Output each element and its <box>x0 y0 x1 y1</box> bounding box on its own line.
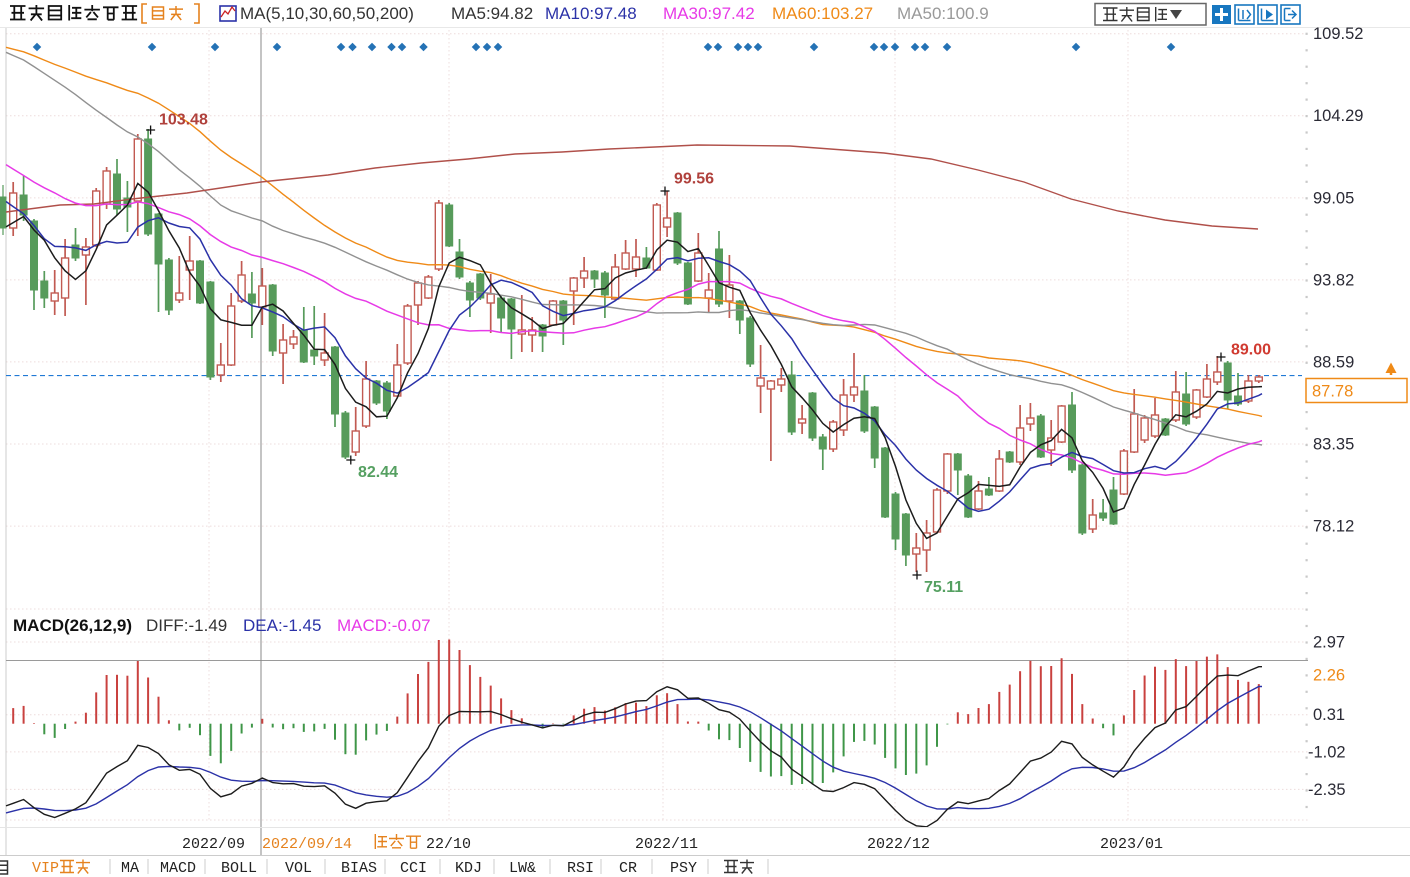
svg-text:CR: CR <box>619 860 637 877</box>
svg-text:89.00: 89.00 <box>1231 342 1271 359</box>
svg-text:KDJ: KDJ <box>455 860 482 877</box>
svg-text:93.82: 93.82 <box>1313 271 1354 289</box>
svg-text:VIP: VIP <box>32 860 59 877</box>
svg-text:RSI: RSI <box>567 860 594 877</box>
svg-text:MA10:97.48: MA10:97.48 <box>545 4 637 23</box>
svg-text:99.05: 99.05 <box>1313 189 1354 207</box>
svg-text:2023/01: 2023/01 <box>1100 836 1163 853</box>
svg-text:MA50:100.9: MA50:100.9 <box>897 4 989 23</box>
svg-text:82.44: 82.44 <box>358 464 398 481</box>
svg-text:BOLL: BOLL <box>221 860 257 877</box>
svg-text:2022/09: 2022/09 <box>182 836 245 853</box>
svg-text:LW&: LW& <box>509 860 536 877</box>
svg-text:MA(5,10,30,60,50,200): MA(5,10,30,60,50,200) <box>240 4 414 23</box>
svg-text:MA30:97.42: MA30:97.42 <box>663 4 755 23</box>
svg-text:MACD:-0.07: MACD:-0.07 <box>337 616 431 635</box>
svg-text:75.11: 75.11 <box>924 579 963 596</box>
svg-text:78.12: 78.12 <box>1313 518 1354 536</box>
svg-text:103.48: 103.48 <box>159 112 208 129</box>
svg-text:MACD(26,12,9): MACD(26,12,9) <box>13 616 132 635</box>
svg-text:2022/12: 2022/12 <box>867 836 930 853</box>
svg-text:83.35: 83.35 <box>1313 436 1354 454</box>
svg-text:2022/11: 2022/11 <box>635 836 698 853</box>
svg-text:DEA:-1.45: DEA:-1.45 <box>243 616 321 635</box>
svg-text:BIAS: BIAS <box>341 860 377 877</box>
svg-text:MA60:103.27: MA60:103.27 <box>772 4 873 23</box>
svg-text:0.31: 0.31 <box>1313 706 1345 724</box>
svg-text:2.97: 2.97 <box>1313 634 1345 652</box>
svg-text:DIFF:-1.49: DIFF:-1.49 <box>146 616 227 635</box>
svg-text:2.26: 2.26 <box>1313 667 1345 685</box>
svg-text:VOL: VOL <box>285 860 312 877</box>
svg-text:104.29: 104.29 <box>1313 107 1363 125</box>
svg-text:-2.35: -2.35 <box>1308 781 1346 799</box>
svg-text:MACD: MACD <box>160 860 196 877</box>
svg-text:88.59: 88.59 <box>1313 353 1354 371</box>
svg-text:-1.02: -1.02 <box>1308 743 1346 761</box>
svg-text:CCI: CCI <box>400 860 427 877</box>
svg-text:MA5:94.82: MA5:94.82 <box>451 4 533 23</box>
svg-text:109.52: 109.52 <box>1313 25 1363 43</box>
svg-text:87.78: 87.78 <box>1312 383 1353 401</box>
svg-text:99.56: 99.56 <box>674 171 714 188</box>
svg-text:2022/09/14: 2022/09/14 <box>262 836 352 853</box>
svg-text:22/10: 22/10 <box>426 836 471 853</box>
svg-text:PSY: PSY <box>670 860 697 877</box>
svg-text:MA: MA <box>121 860 139 877</box>
